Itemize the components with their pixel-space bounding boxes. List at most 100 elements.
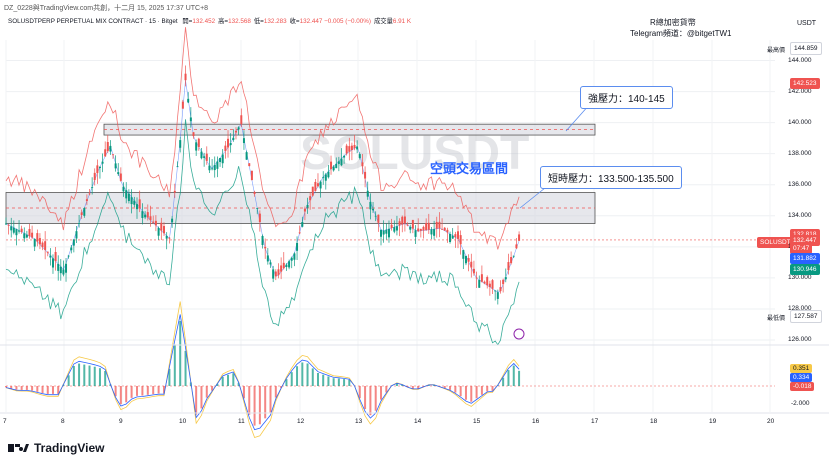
candle	[417, 228, 420, 232]
candle	[114, 163, 117, 169]
price-tick: 144.000	[788, 56, 812, 64]
osc-line-slow	[5, 314, 520, 431]
price-tick: 126.000	[788, 336, 812, 343]
osc-bar	[136, 386, 138, 396]
osc-bar	[10, 386, 13, 389]
candle	[303, 208, 306, 212]
candle	[340, 158, 343, 166]
candle	[510, 256, 513, 264]
candle	[425, 223, 428, 231]
osc-bar	[46, 386, 49, 394]
low-label: 最低價	[767, 316, 786, 322]
candle	[345, 145, 348, 154]
candle	[187, 98, 190, 103]
osc-line-fast	[5, 301, 520, 438]
candle	[85, 199, 88, 202]
ohlc-value: 132.452	[192, 18, 216, 25]
price-pill-low: 127.587	[790, 310, 822, 324]
osc-bar	[83, 364, 86, 386]
candle	[119, 173, 122, 181]
tradingview-logo[interactable]: TradingView	[8, 441, 104, 455]
symbol-legend: SOLUSDTPERP PERPETUAL MIX CONTRACT · 15 …	[8, 16, 411, 25]
bollinger-lower	[5, 119, 520, 346]
osc-bar	[280, 386, 283, 388]
candle	[12, 227, 15, 233]
osc-bar	[130, 386, 133, 398]
candle	[515, 244, 518, 249]
osc-bar	[51, 386, 54, 394]
osc-bar	[216, 383, 219, 386]
candle	[88, 193, 91, 195]
candle	[7, 224, 10, 226]
osc-bar	[274, 386, 277, 398]
time-tick: 9	[119, 418, 123, 425]
candle	[51, 258, 54, 268]
osc-bar	[411, 386, 414, 389]
candle	[211, 168, 214, 170]
candle	[430, 229, 433, 235]
candle	[65, 263, 68, 273]
osc-bar	[20, 386, 23, 390]
candle	[33, 238, 36, 247]
price-tick: 142.000	[788, 87, 812, 95]
candle	[499, 287, 502, 292]
candle	[369, 201, 372, 210]
osc-bar	[31, 386, 34, 391]
candle	[348, 146, 351, 152]
candle	[240, 115, 243, 125]
osc-bar	[258, 386, 261, 425]
candle	[395, 226, 398, 231]
ohlc-value: 132.283	[263, 18, 287, 25]
candle	[364, 171, 367, 179]
candle	[470, 261, 473, 268]
candle	[324, 174, 327, 181]
candle	[390, 224, 393, 229]
currency-label: USDT	[797, 20, 817, 27]
candle	[502, 279, 505, 285]
candle	[361, 162, 364, 167]
osc-bar	[93, 366, 96, 386]
candle	[285, 264, 288, 267]
candle	[419, 228, 422, 231]
candle	[54, 251, 57, 262]
osc-bar	[184, 350, 187, 386]
candle	[258, 213, 261, 222]
candle	[459, 235, 462, 245]
ohlc-value: 6.91 K	[392, 18, 412, 25]
candle	[176, 166, 179, 168]
osc-bar	[395, 383, 398, 386]
candle	[393, 227, 396, 232]
candle	[449, 234, 452, 242]
candle	[301, 222, 304, 227]
candle	[83, 208, 86, 216]
candle	[358, 154, 361, 158]
short-resistance-callout: 短時壓力：133.500-135.500	[540, 166, 682, 189]
candle	[472, 268, 475, 274]
candle	[23, 233, 26, 239]
osc-bar	[221, 376, 224, 386]
osc-bar	[195, 386, 198, 415]
candle	[280, 265, 283, 272]
candle	[136, 204, 138, 210]
candle	[353, 144, 356, 149]
candle	[467, 258, 470, 262]
osc-bar	[369, 386, 372, 416]
candle	[197, 138, 200, 147]
candle	[427, 222, 430, 230]
candle	[277, 269, 280, 276]
candle	[112, 154, 115, 156]
osc-bar	[232, 373, 235, 386]
candle	[149, 216, 152, 221]
candle	[133, 200, 136, 205]
candle	[127, 193, 130, 202]
osc-bar	[322, 374, 325, 386]
candle	[141, 211, 144, 218]
osc-bar	[157, 386, 160, 394]
price-pill-blue: 131.882	[790, 252, 820, 264]
candle	[403, 216, 406, 224]
osc-bar	[141, 386, 144, 396]
short-zone-label: 空頭交易區間	[430, 161, 509, 176]
candle	[5, 223, 7, 225]
osc-bar	[104, 370, 107, 386]
